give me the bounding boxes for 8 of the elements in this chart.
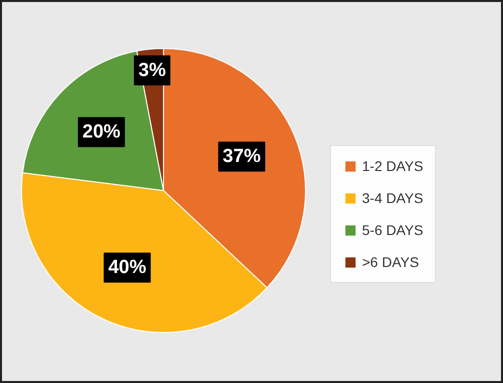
data-label: 40%	[108, 257, 146, 278]
data-label: 37%	[222, 146, 261, 168]
legend-label: 3-4 DAYS	[362, 190, 424, 206]
data-label: 3%	[138, 60, 166, 81]
legend-label: 1-2 DAYS	[362, 158, 424, 174]
data-label: 20%	[82, 122, 121, 143]
legend-label: 5-6 DAYS	[362, 222, 424, 238]
legend-label: >6 DAYS	[362, 254, 419, 270]
